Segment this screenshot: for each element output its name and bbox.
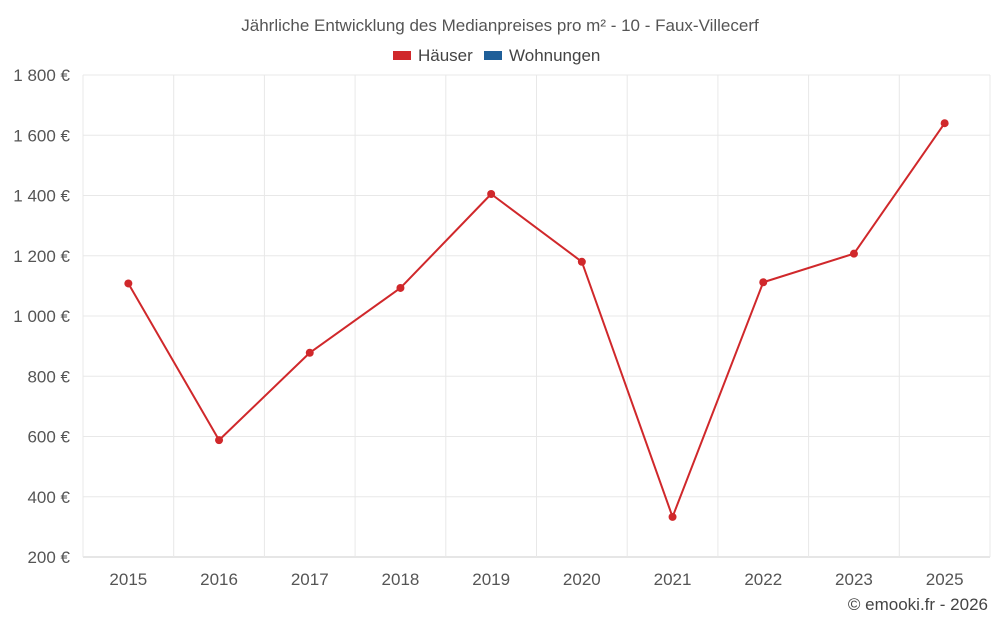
x-tick-label: 2021 [654,570,692,589]
y-tick-label: 1 400 € [13,187,70,206]
data-point[interactable] [668,512,677,521]
data-point[interactable] [940,119,949,128]
x-tick-label: 2025 [926,570,964,589]
y-tick-label: 1 000 € [13,307,70,326]
data-point[interactable] [305,348,314,357]
x-tick-label: 2019 [472,570,510,589]
y-tick-label: 1 200 € [13,247,70,266]
data-point[interactable] [396,283,405,292]
y-tick-label: 600 € [27,428,70,447]
y-tick-label: 800 € [27,367,70,386]
data-point[interactable] [849,249,858,258]
chart-title: Jährliche Entwicklung des Medianpreises … [241,16,759,35]
x-tick-label: 2022 [744,570,782,589]
x-axis-ticks: 2015 2016 2017 2018 2019 2020 2021 2022 2023 2025 [109,570,963,589]
data-point[interactable] [577,257,586,266]
grid [82,74,991,558]
y-tick-label: 400 € [27,488,70,507]
data-point[interactable] [487,189,496,198]
legend-label-haeuser: Häuser [418,46,473,65]
x-tick-label: 2017 [291,570,329,589]
legend-item-haeuser[interactable]: Häuser [393,46,473,65]
legend: Häuser Wohnungen [393,46,600,65]
x-tick-label: 2016 [200,570,238,589]
data-point[interactable] [215,436,224,445]
legend-swatch-haeuser [393,51,411,60]
series-layer [124,119,949,521]
x-tick-label: 2018 [382,570,420,589]
x-tick-label: 2023 [835,570,873,589]
y-tick-label: 200 € [27,548,70,567]
y-tick-label: 1 600 € [13,126,70,145]
y-axis-ticks: 200 € 400 € 600 € 800 € 1 000 € 1 200 € 1 400 … [13,66,70,567]
legend-label-wohnungen: Wohnungen [509,46,600,65]
legend-item-wohnungen[interactable]: Wohnungen [484,46,600,65]
legend-swatch-wohnungen [484,51,502,60]
data-point[interactable] [759,278,768,287]
credit-text: © emooki.fr - 2026 [848,595,988,614]
y-tick-label: 1 800 € [13,66,70,85]
x-tick-label: 2015 [109,570,147,589]
data-point[interactable] [124,279,133,288]
series-line [127,122,946,518]
x-tick-label: 2020 [563,570,601,589]
